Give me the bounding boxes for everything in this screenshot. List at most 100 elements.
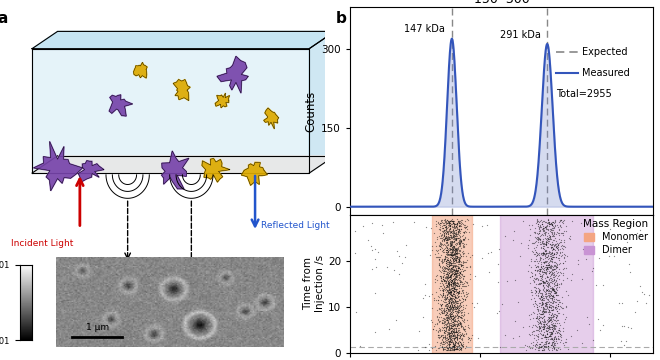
Point: [547, 294, 558, 300]
Point: [434, 334, 445, 340]
Point: [426, 305, 437, 311]
Point: [536, 339, 546, 345]
Point: [453, 220, 464, 226]
Point: [449, 230, 459, 236]
Point: [444, 330, 455, 336]
Point: [443, 234, 453, 240]
Point: [439, 246, 449, 252]
Point: [534, 256, 544, 262]
Point: [447, 280, 457, 286]
Point: [543, 328, 554, 333]
Point: [552, 335, 563, 341]
Point: [446, 332, 456, 338]
Point: [447, 329, 458, 334]
Point: [444, 240, 455, 246]
Point: [543, 283, 553, 288]
Point: [451, 235, 462, 241]
Point: [445, 347, 455, 353]
Point: [551, 317, 562, 323]
Point: [455, 341, 466, 346]
Point: [447, 248, 457, 254]
Point: [550, 273, 560, 279]
Point: [451, 253, 462, 259]
Point: [441, 235, 451, 241]
Point: [584, 321, 595, 327]
Point: [453, 251, 464, 256]
Point: [442, 270, 452, 275]
Point: [434, 287, 445, 293]
Point: [439, 237, 449, 242]
Point: [442, 265, 453, 271]
Point: [456, 341, 467, 347]
Point: [546, 253, 557, 259]
Point: [513, 333, 524, 339]
Point: [454, 288, 465, 294]
Point: [551, 275, 562, 281]
Point: [443, 331, 453, 337]
Point: [440, 284, 451, 290]
Point: [462, 216, 473, 222]
Point: [447, 321, 458, 327]
Point: [433, 332, 444, 338]
Point: [550, 335, 561, 341]
Point: [448, 305, 459, 310]
Point: [533, 268, 544, 274]
Point: [446, 311, 456, 316]
Point: [455, 240, 465, 246]
Point: [441, 274, 451, 280]
Point: [572, 328, 582, 333]
Point: [429, 343, 440, 349]
Point: [523, 312, 534, 318]
Point: [448, 340, 459, 346]
Point: [458, 332, 469, 338]
Point: [556, 270, 567, 276]
Point: [454, 222, 465, 228]
Point: [449, 221, 460, 227]
Point: [443, 315, 453, 321]
Point: [446, 241, 457, 247]
Point: [544, 228, 555, 234]
Polygon shape: [173, 80, 190, 100]
Point: [444, 288, 454, 293]
Point: [455, 339, 465, 345]
Point: [377, 222, 387, 228]
Point: [430, 289, 441, 295]
Point: [456, 323, 467, 328]
Point: [442, 263, 452, 269]
Point: [539, 300, 550, 306]
Point: [443, 249, 453, 255]
Point: [439, 217, 449, 223]
Point: [453, 294, 463, 300]
Point: [550, 288, 560, 293]
Point: [453, 265, 463, 271]
Point: [455, 331, 465, 337]
Point: [535, 222, 545, 228]
Point: [446, 299, 456, 305]
Point: [530, 284, 541, 290]
Point: [436, 303, 447, 309]
Point: [526, 296, 537, 302]
Point: [453, 291, 463, 297]
Point: [450, 235, 461, 241]
Point: [424, 252, 435, 257]
Point: [539, 309, 549, 314]
Point: [446, 296, 456, 301]
Point: [432, 234, 443, 240]
Point: [547, 300, 558, 305]
Point: [442, 237, 453, 242]
Point: [442, 261, 452, 267]
Point: [541, 219, 551, 225]
Point: [449, 308, 460, 314]
Point: [543, 343, 553, 349]
Point: [447, 306, 457, 312]
Point: [440, 275, 451, 281]
Point: [545, 226, 556, 231]
Point: [544, 333, 554, 338]
Point: [452, 313, 463, 319]
Point: [449, 256, 460, 261]
Point: [449, 285, 459, 291]
Point: [550, 247, 560, 253]
Point: [573, 257, 583, 262]
Point: [429, 230, 440, 236]
Point: [437, 258, 447, 264]
